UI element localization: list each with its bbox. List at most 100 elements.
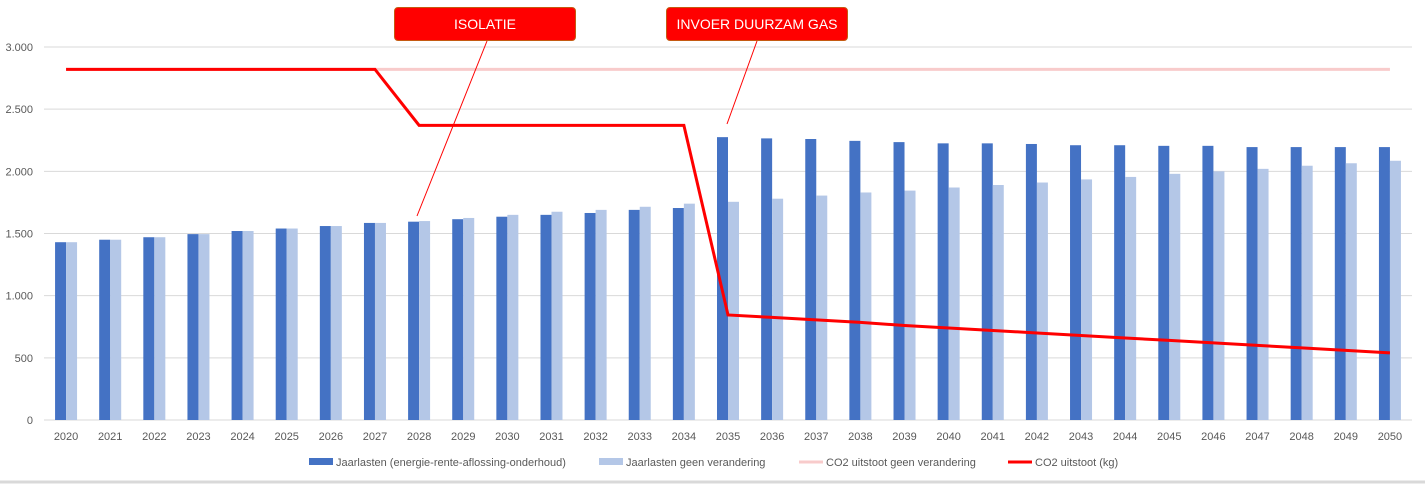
bar-jaarlasten-geen-verandering <box>1036 182 1048 420</box>
bar-jaarlasten <box>55 242 67 420</box>
bar-jaarlasten <box>187 234 199 420</box>
x-tick-label: 2048 <box>1289 431 1313 443</box>
x-tick-label: 2045 <box>1157 431 1181 443</box>
y-tick-label: 2.500 <box>5 104 33 116</box>
y-tick-label: 3.000 <box>5 42 33 54</box>
legend-swatch <box>599 458 623 465</box>
bar-jaarlasten-geen-verandering <box>374 222 386 420</box>
bars <box>55 137 1401 421</box>
bar-jaarlasten <box>1158 145 1170 420</box>
bar-jaarlasten-geen-verandering <box>728 201 739 420</box>
bar-jaarlasten <box>761 138 773 420</box>
bar-jaarlasten-geen-verandering <box>551 211 563 420</box>
bar-jaarlasten-geen-verandering <box>772 198 784 420</box>
bar-jaarlasten <box>1246 147 1258 421</box>
bar-jaarlasten <box>496 216 508 420</box>
x-tick-label: 2021 <box>98 431 122 443</box>
bar-jaarlasten-geen-verandering <box>419 221 431 420</box>
bar-jaarlasten-geen-verandering <box>992 185 1004 420</box>
bar-jaarlasten <box>1070 145 1082 420</box>
x-tick-label: 2033 <box>627 431 651 443</box>
y-tick-label: 1.500 <box>5 229 33 241</box>
bar-jaarlasten <box>540 214 552 420</box>
x-tick-label: 2030 <box>495 431 519 443</box>
bar-jaarlasten-geen-verandering <box>683 203 695 420</box>
bar-jaarlasten <box>319 226 331 420</box>
bar-jaarlasten-geen-verandering <box>904 190 916 420</box>
bar-jaarlasten-geen-verandering <box>1125 176 1137 420</box>
bar-jaarlasten <box>981 143 993 420</box>
bar-jaarlasten <box>363 222 375 420</box>
legend-label: CO2 uitstoot geen verandering <box>826 457 976 469</box>
x-tick-label: 2035 <box>716 431 740 443</box>
bar-jaarlasten <box>1202 145 1214 420</box>
legend-label: Jaarlasten geen verandering <box>626 457 765 469</box>
y-tick-label: 0 <box>27 415 33 427</box>
x-axis-ticks: 2020 2021 2022 2023 2024 2025 2026 2027 2028 2029… <box>54 431 1402 443</box>
bar-jaarlasten-geen-verandering <box>948 187 960 420</box>
bar-jaarlasten <box>1114 145 1126 420</box>
legend-label: CO2 uitstoot (kg) <box>1035 457 1118 469</box>
x-tick-label: 2023 <box>186 431 210 443</box>
bar-jaarlasten-geen-verandering <box>860 192 872 420</box>
lines <box>66 67 1391 355</box>
bar-jaarlasten <box>717 137 728 420</box>
legend-label: Jaarlasten (energie-rente-aflossing-onde… <box>336 457 566 469</box>
x-tick-label: 2029 <box>451 431 475 443</box>
bar-jaarlasten <box>672 208 684 420</box>
y-axis-ticks: 0 500 1.000 1.500 2.000 2.500 3.000 <box>5 42 33 427</box>
x-tick-label: 2039 <box>892 431 916 443</box>
x-tick-label: 2049 <box>1334 431 1358 443</box>
bar-jaarlasten <box>1290 147 1302 421</box>
annotation-invoer-duurzam-gas: INVOER DUURZAM GAS <box>666 7 848 41</box>
bar-jaarlasten <box>275 228 287 420</box>
bar-jaarlasten <box>805 139 817 421</box>
bar-jaarlasten <box>99 239 111 420</box>
x-tick-label: 2050 <box>1378 431 1402 443</box>
y-tick-label: 1.000 <box>5 291 33 303</box>
legend: Jaarlasten (energie-rente-aflossing-onde… <box>309 457 1118 469</box>
x-tick-label: 2043 <box>1069 431 1093 443</box>
x-tick-label: 2046 <box>1201 431 1225 443</box>
x-tick-label: 2025 <box>274 431 298 443</box>
bar-jaarlasten-geen-verandering <box>66 242 78 420</box>
bar-jaarlasten <box>1025 143 1037 421</box>
x-tick-label: 2020 <box>54 431 78 443</box>
x-tick-label: 2031 <box>539 431 563 443</box>
y-tick-label: 2.000 <box>5 166 33 178</box>
bar-jaarlasten <box>1378 147 1390 421</box>
annotation-isolatie: ISOLATIE <box>394 7 576 41</box>
bar-jaarlasten-geen-verandering <box>463 217 475 420</box>
bar-jaarlasten <box>1334 147 1346 421</box>
bar-jaarlasten-geen-verandering <box>198 234 210 420</box>
y-tick-label: 500 <box>15 353 33 365</box>
bar-jaarlasten-geen-verandering <box>595 209 607 420</box>
bar-jaarlasten <box>143 237 155 420</box>
bar-jaarlasten-geen-verandering <box>1345 163 1357 421</box>
bar-jaarlasten-geen-verandering <box>1081 179 1093 420</box>
x-tick-label: 2026 <box>319 431 343 443</box>
x-tick-label: 2044 <box>1113 431 1137 443</box>
bar-jaarlasten <box>452 219 464 420</box>
x-tick-label: 2036 <box>760 431 784 443</box>
bar-jaarlasten <box>231 231 243 420</box>
bar-jaarlasten-geen-verandering <box>286 228 298 420</box>
bar-jaarlasten-geen-verandering <box>242 231 254 420</box>
bar-jaarlasten-geen-verandering <box>816 195 828 420</box>
bar-jaarlasten-geen-verandering <box>1257 168 1269 420</box>
legend-swatch <box>309 458 333 465</box>
duurzam-gas-leader-line <box>726 40 758 125</box>
bar-jaarlasten <box>628 209 640 420</box>
x-tick-label: 2038 <box>848 431 872 443</box>
bar-jaarlasten <box>408 221 420 420</box>
x-tick-label: 2022 <box>142 431 166 443</box>
bar-jaarlasten <box>849 140 861 420</box>
bar-jaarlasten-geen-verandering <box>1213 171 1225 420</box>
bar-jaarlasten-geen-verandering <box>1169 173 1181 420</box>
bar-jaarlasten-geen-verandering <box>330 226 342 420</box>
bar-jaarlasten <box>584 212 596 420</box>
bar-jaarlasten <box>937 143 949 420</box>
x-tick-label: 2047 <box>1245 431 1269 443</box>
bar-jaarlasten-geen-verandering <box>1389 160 1401 420</box>
